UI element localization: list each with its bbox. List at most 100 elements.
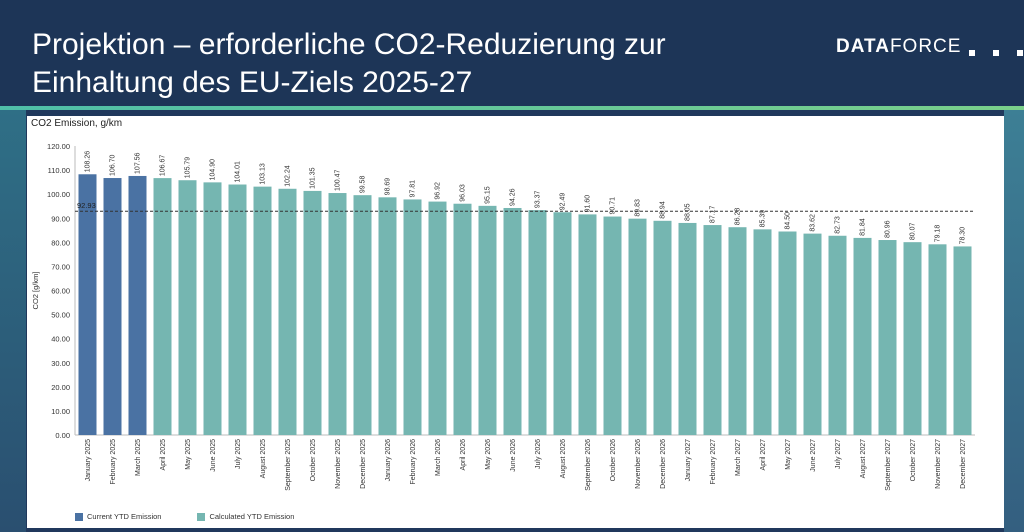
bar-value-label: 95.15	[485, 186, 492, 204]
title-line-1: Projektion – erforderliche CO2-Reduzieru…	[32, 28, 666, 61]
chart-panel: CO2 Emission, g/km CO2 [g/km] 0.00 10.00 20…	[27, 116, 1004, 528]
slide-header: Projektion – erforderliche CO2-Reduzieru…	[0, 0, 1024, 106]
x-tick-label: September 2026	[585, 439, 592, 491]
bar	[253, 186, 272, 435]
x-tick-label: April 2026	[460, 439, 467, 471]
bar-value-label: 89.83	[635, 199, 642, 217]
bar	[328, 193, 347, 435]
bar-value-label: 98.69	[385, 178, 392, 196]
bar	[728, 227, 747, 435]
x-tick-label: February 2025	[110, 439, 117, 485]
right-background-strip	[1004, 110, 1024, 532]
bar-value-label: 105.79	[185, 157, 192, 179]
logo-dots	[969, 50, 1024, 56]
bar	[803, 233, 822, 435]
bar-value-label: 96.92	[435, 182, 442, 200]
y-tick-label: 50.00	[51, 311, 70, 320]
y-tick-label: 80.00	[51, 238, 70, 247]
y-tick-label: 100.00	[47, 190, 70, 199]
bar-value-label: 108.26	[85, 151, 92, 173]
x-tick-label: April 2025	[160, 439, 167, 471]
bar-value-label: 106.70	[110, 155, 117, 177]
header-accent-stripe	[0, 106, 1024, 110]
y-tick-label: 20.00	[51, 383, 70, 392]
x-tick-label: June 2025	[210, 439, 217, 472]
y-tick-label: 0.00	[55, 431, 70, 440]
bar	[778, 231, 797, 435]
x-tick-label: February 2027	[710, 439, 717, 485]
y-tick-label: 120.00	[47, 142, 70, 151]
bar	[753, 229, 772, 435]
x-tick-label: November 2027	[935, 439, 942, 489]
x-tick-label: September 2027	[885, 439, 892, 491]
x-tick-label: March 2025	[135, 439, 142, 476]
chart-legend: Current YTD Emission Calculated YTD Emis…	[75, 512, 294, 521]
bar-value-label: 82.73	[835, 216, 842, 234]
x-tick-label: April 2027	[760, 439, 767, 471]
bar	[178, 180, 197, 435]
bar	[828, 235, 847, 435]
bar	[628, 218, 647, 435]
x-tick-label: October 2025	[310, 439, 317, 482]
bar	[678, 222, 697, 435]
x-tick-label: January 2027	[685, 439, 692, 482]
y-tick-label: 40.00	[51, 335, 70, 344]
y-axis-title: CO2 [g/km]	[31, 272, 40, 310]
bar-value-label: 93.37	[535, 191, 542, 209]
x-tick-label: August 2026	[560, 439, 567, 478]
x-tick-label: May 2025	[185, 439, 192, 470]
x-tick-label: August 2025	[260, 439, 267, 478]
bar-value-label: 80.07	[910, 223, 917, 241]
x-tick-label: July 2027	[835, 439, 842, 469]
y-tick-label: 10.00	[51, 407, 70, 416]
x-tick-label: November 2025	[335, 439, 342, 489]
bar-value-label: 94.26	[510, 188, 517, 206]
bar-value-label: 106.67	[160, 155, 167, 177]
bar	[578, 214, 597, 435]
x-tick-label: July 2025	[235, 439, 242, 469]
bar-value-label: 101.35	[310, 167, 317, 189]
x-tick-label: December 2025	[360, 439, 367, 489]
x-tick-label: October 2026	[610, 439, 617, 482]
bar-value-label: 87.17	[710, 205, 717, 223]
logo-text-bold: DATA	[836, 36, 890, 57]
target-value-label: 92.93	[77, 201, 96, 210]
legend-item-current: Current YTD Emission	[75, 512, 161, 521]
bar	[403, 199, 422, 435]
left-background-strip	[0, 110, 26, 532]
bar	[503, 207, 522, 435]
bar	[553, 212, 572, 435]
bar	[603, 216, 622, 435]
bar	[103, 178, 122, 436]
y-tick-label: 30.00	[51, 359, 70, 368]
title-line-2: Einhaltung des EU-Ziels 2025-27	[32, 66, 473, 99]
bar-value-label: 86.28	[735, 208, 742, 226]
bar	[203, 182, 222, 435]
bar	[478, 205, 497, 435]
x-tick-label: March 2026	[435, 439, 442, 476]
bar-value-label: 84.50	[785, 212, 792, 230]
bar	[278, 188, 297, 435]
bar	[303, 190, 322, 435]
bar-value-label: 100.47	[335, 170, 342, 192]
logo-text-thin: FORCE	[889, 36, 962, 57]
x-tick-label: June 2026	[510, 439, 517, 472]
bar-value-label: 91.60	[585, 195, 592, 213]
x-tick-label: August 2027	[860, 439, 867, 478]
bar	[878, 240, 897, 435]
bar-value-label: 103.13	[260, 163, 267, 185]
bar-value-label: 92.49	[560, 193, 567, 211]
y-tick-label: 70.00	[51, 262, 70, 271]
x-tick-label: March 2027	[735, 439, 742, 476]
bar	[703, 225, 722, 435]
x-tick-label: January 2025	[85, 439, 92, 482]
bar-value-label: 97.81	[410, 180, 417, 198]
dataforce-logo: DATAFORCE	[836, 36, 1024, 58]
bar	[428, 201, 447, 435]
bar-value-label: 81.84	[860, 218, 867, 236]
bar	[853, 237, 872, 435]
chart-title: CO2 Emission, g/km	[31, 118, 123, 129]
bar	[78, 174, 97, 435]
bar-value-label: 90.71	[610, 197, 617, 215]
x-tick-label: May 2027	[785, 439, 792, 470]
